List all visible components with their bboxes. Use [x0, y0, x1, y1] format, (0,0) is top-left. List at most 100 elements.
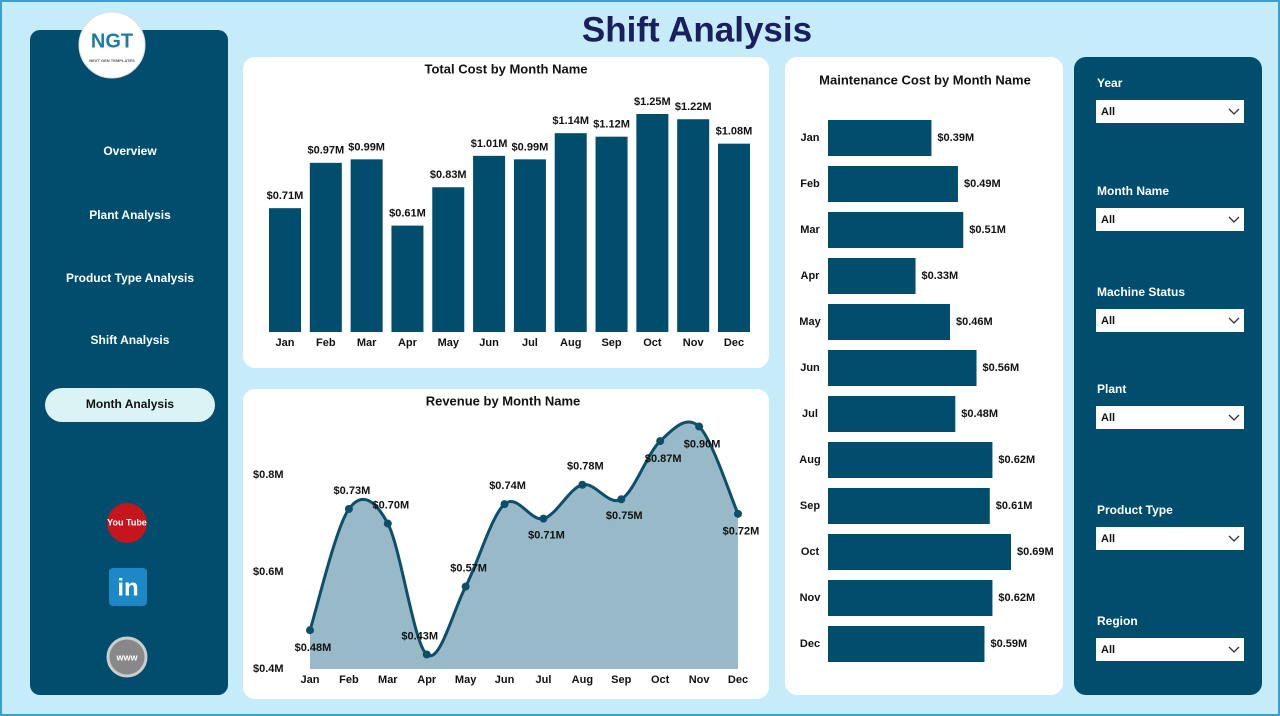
- filter-panel: [1074, 57, 1262, 695]
- filter-value: All: [1101, 644, 1115, 656]
- x-tick-label: Oct: [651, 674, 670, 686]
- data-label: $0.97M: [307, 145, 344, 157]
- bar: [718, 143, 750, 332]
- y-tick-label: Aug: [799, 454, 820, 466]
- data-label: $0.62M: [998, 454, 1035, 466]
- web-label: www: [115, 652, 138, 662]
- y-tick-label: Oct: [801, 546, 820, 558]
- filter-label: Plant: [1097, 382, 1126, 396]
- bar: [828, 258, 916, 294]
- logo-text: NGT: [91, 30, 133, 52]
- y-tick-label: Jun: [800, 362, 820, 374]
- bar: [473, 155, 506, 332]
- filter-label: Year: [1097, 76, 1123, 90]
- filter-dropdown[interactable]: [1096, 527, 1244, 550]
- page-title: Shift Analysis: [582, 10, 812, 49]
- filter-value: All: [1101, 533, 1115, 545]
- bar: [828, 120, 932, 156]
- data-label: $0.62M: [998, 592, 1035, 604]
- data-label: $1.08M: [716, 126, 753, 138]
- x-tick-label: Aug: [572, 674, 593, 686]
- filter-dropdown[interactable]: [1096, 406, 1244, 429]
- x-tick-label: Nov: [683, 337, 705, 349]
- data-label: $0.71M: [528, 530, 565, 542]
- data-label: $0.99M: [348, 141, 385, 153]
- nav-item[interactable]: Shift Analysis: [91, 333, 170, 347]
- x-tick-label: Apr: [398, 337, 418, 349]
- x-tick-label: May: [455, 674, 477, 686]
- bar: [828, 534, 1011, 570]
- x-tick-label: Jun: [479, 337, 499, 349]
- data-label: $0.72M: [723, 526, 760, 538]
- nav-item[interactable]: Overview: [103, 144, 157, 158]
- bar: [595, 136, 628, 332]
- bar: [432, 187, 465, 332]
- bar: [269, 208, 301, 332]
- logo: [78, 11, 146, 79]
- bar: [828, 166, 958, 202]
- x-tick-label: May: [438, 337, 460, 349]
- filter-dropdown[interactable]: [1096, 638, 1244, 661]
- x-tick-label: Jun: [495, 674, 515, 686]
- bar: [828, 626, 985, 662]
- data-label: $0.43M: [401, 630, 438, 642]
- point: [695, 422, 704, 431]
- y-tick-label: Nov: [800, 592, 822, 604]
- x-tick-label: Jul: [522, 337, 538, 349]
- filter-dropdown[interactable]: [1096, 309, 1244, 332]
- bar: [828, 212, 964, 248]
- y-tick-label: Sep: [800, 500, 820, 512]
- data-label: $0.78M: [567, 461, 604, 473]
- chart-title: Total Cost by Month Name: [425, 61, 588, 76]
- filter-value: All: [1101, 214, 1115, 226]
- youtube-icon[interactable]: [107, 503, 147, 543]
- chevron: [1228, 216, 1240, 223]
- bar: [828, 580, 993, 616]
- bar: [828, 350, 977, 386]
- chart-title: Revenue by Month Name: [426, 393, 581, 408]
- x-tick-label: Dec: [728, 674, 748, 686]
- data-label: $0.33M: [922, 270, 959, 282]
- data-label: $0.59M: [990, 638, 1027, 650]
- y-tick-label: Feb: [800, 178, 820, 190]
- data-label: $0.70M: [372, 499, 409, 511]
- bar: [828, 442, 993, 478]
- nav-active[interactable]: [45, 388, 215, 422]
- point: [539, 514, 548, 523]
- chevron: [1228, 317, 1240, 324]
- x-tick-label: Jan: [276, 337, 295, 349]
- bar: [309, 162, 342, 332]
- data-label: $1.22M: [675, 101, 712, 113]
- linkedin-icon[interactable]: [109, 568, 147, 606]
- x-tick-label: Aug: [560, 337, 581, 349]
- nav-item[interactable]: Product Type Analysis: [66, 271, 194, 285]
- y-tick-label: $0.6M: [253, 566, 284, 578]
- point: [734, 509, 742, 518]
- bar: [677, 119, 710, 333]
- y-tick-label: Mar: [800, 224, 820, 236]
- x-tick-label: Jul: [536, 674, 552, 686]
- linkedin-label: in: [117, 574, 138, 601]
- bar: [636, 114, 669, 332]
- bar: [391, 225, 424, 332]
- nav-item[interactable]: Plant Analysis: [89, 208, 171, 222]
- x-tick-label: Nov: [689, 674, 711, 686]
- nav-item[interactable]: Month Analysis: [86, 397, 175, 411]
- data-label: $1.14M: [552, 115, 589, 127]
- filter-value: All: [1101, 315, 1115, 327]
- web-icon[interactable]: [106, 636, 148, 678]
- logo-subtext: NEXT GEN TEMPLATES: [89, 58, 135, 63]
- x-tick-label: Jan: [301, 674, 320, 686]
- y-tick-label: Dec: [800, 638, 820, 650]
- nav-panel: [30, 30, 228, 695]
- x-tick-label: Mar: [378, 674, 398, 686]
- filter-dropdown[interactable]: [1096, 208, 1244, 231]
- bar: [828, 488, 990, 524]
- bar: [828, 304, 950, 340]
- point: [656, 437, 665, 446]
- data-label: $0.49M: [964, 178, 1001, 190]
- filter-label: Region: [1097, 614, 1138, 628]
- filter-dropdown[interactable]: [1096, 100, 1244, 123]
- data-label: $0.48M: [961, 408, 998, 420]
